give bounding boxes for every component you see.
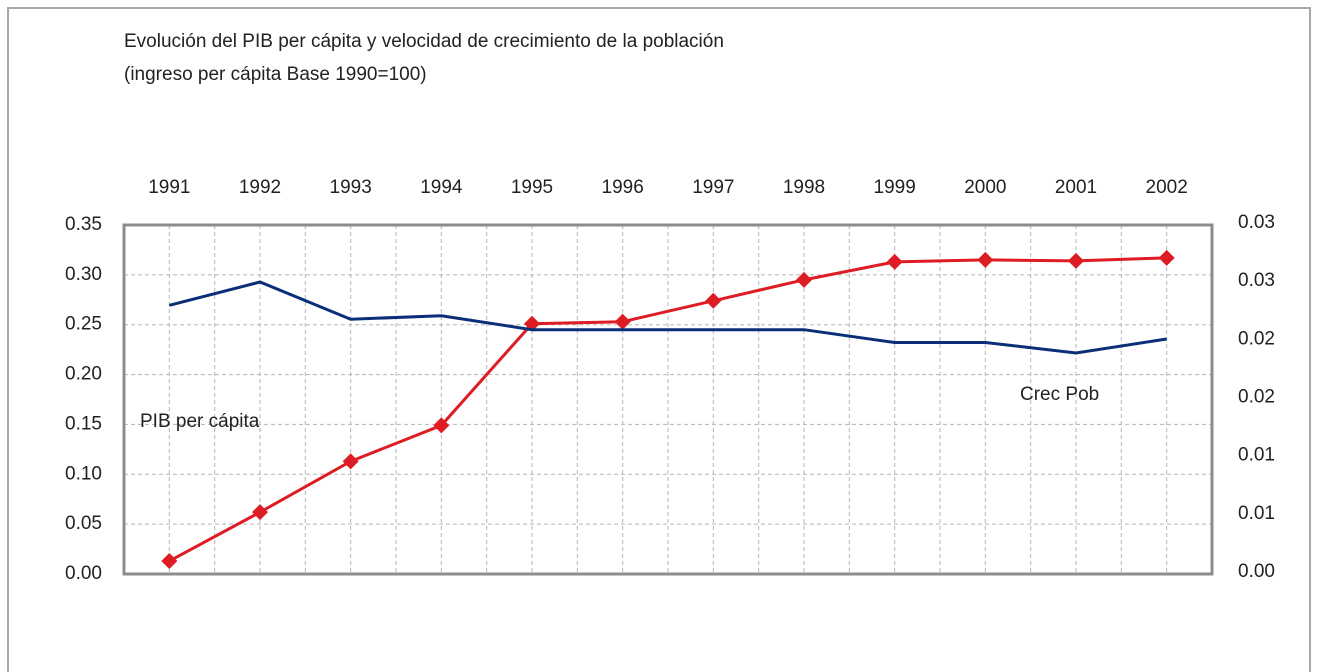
y-tick-label: 0.10 xyxy=(65,463,102,484)
x-tick-label: 2000 xyxy=(964,177,1006,198)
chart-subtitle: (ingreso per cápita Base 1990=100) xyxy=(124,64,427,85)
y-tick-label: 0.05 xyxy=(65,513,102,534)
y-tick-label: 0.30 xyxy=(65,264,102,285)
y2-tick-label: 0.03 xyxy=(1238,270,1275,291)
marker xyxy=(252,504,268,521)
plot-border xyxy=(122,223,1214,576)
marker xyxy=(705,292,722,309)
marker xyxy=(161,553,178,570)
marker xyxy=(886,253,903,270)
x-tick-label: 1992 xyxy=(239,177,281,198)
x-tick-label: 2001 xyxy=(1055,177,1097,198)
y-tick-label: 0.35 xyxy=(65,214,102,235)
y-tick-label: 0.20 xyxy=(65,364,102,385)
marker xyxy=(614,313,631,330)
chart-title: Evolución del PIB per cápita y velocidad… xyxy=(124,31,724,52)
x-tick-label: 1998 xyxy=(783,177,825,198)
marker xyxy=(1158,249,1175,266)
y-tick-label: 0.15 xyxy=(65,413,102,434)
frame xyxy=(7,7,1311,672)
y2-tick-label: 0.01 xyxy=(1238,445,1275,466)
x-tick-label: 1997 xyxy=(692,177,734,198)
y2-tick-label: 0.00 xyxy=(1238,561,1275,582)
x-tick-label: 1994 xyxy=(420,177,463,198)
series-label: Crec Pob xyxy=(1020,384,1099,405)
y2-tick-label: 0.03 xyxy=(1238,212,1275,233)
marker xyxy=(1068,252,1084,269)
marker xyxy=(796,271,812,288)
y2-tick-label: 0.02 xyxy=(1238,387,1275,408)
marker xyxy=(977,251,994,268)
x-tick-label: 1995 xyxy=(511,177,553,198)
y-tick-label: 0.25 xyxy=(65,314,102,335)
marker xyxy=(342,453,359,470)
marker xyxy=(433,417,450,434)
y-tick-label: 0.00 xyxy=(65,563,102,584)
series-label: PIB per cápita xyxy=(140,411,260,432)
x-tick-label: 1991 xyxy=(148,177,190,198)
x-tick-label: 2002 xyxy=(1146,177,1188,198)
x-tick-label: 1993 xyxy=(330,177,372,198)
series-line xyxy=(168,256,1167,563)
y2-tick-label: 0.02 xyxy=(1238,328,1275,349)
x-tick-label: 1996 xyxy=(602,177,644,198)
series-line xyxy=(168,280,1167,355)
y2-tick-label: 0.01 xyxy=(1238,503,1275,524)
x-tick-label: 1999 xyxy=(874,177,916,198)
